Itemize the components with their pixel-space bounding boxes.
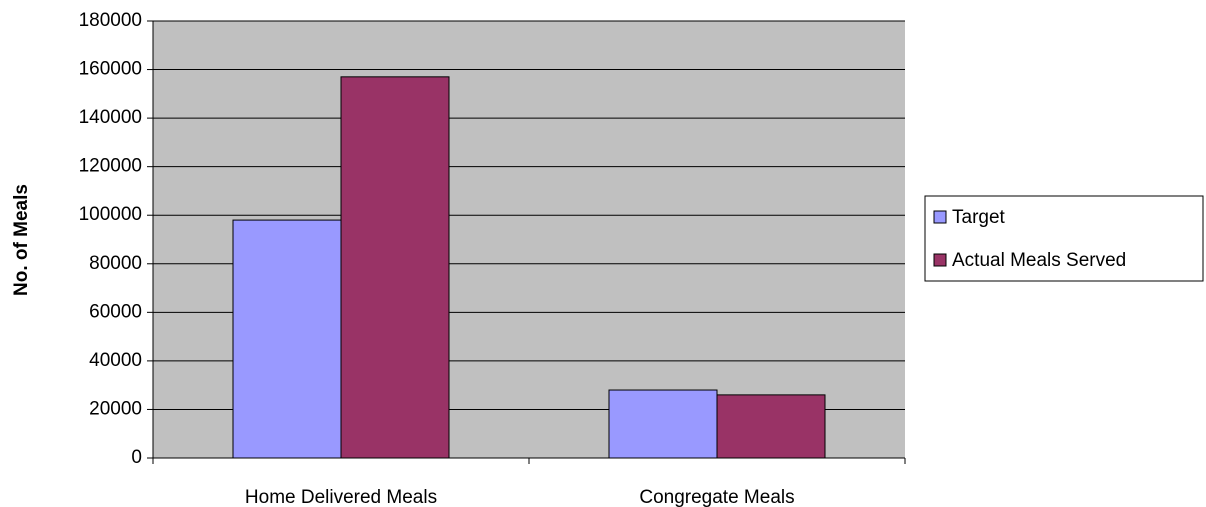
bar: [340, 76, 450, 459]
y-tick-label: 180000: [79, 10, 142, 31]
legend-box: [924, 195, 1204, 282]
legend: Target Actual Meals Served: [924, 195, 1204, 282]
y-tick-label: 40000: [89, 350, 142, 371]
y-tick-label: 140000: [79, 107, 142, 128]
legend-label: Target: [952, 207, 1006, 228]
y-tick-label: 120000: [79, 156, 142, 177]
x-tick-label: Congregate Meals: [639, 487, 794, 507]
bar: [608, 389, 718, 459]
y-tick-label: 160000: [79, 59, 142, 80]
y-tick-label: 0: [131, 447, 142, 468]
legend-swatch: [933, 253, 947, 267]
x-tick-label: Home Delivered Meals: [245, 487, 437, 507]
legend-label: Actual Meals Served: [952, 250, 1126, 271]
y-tick-label: 80000: [89, 253, 142, 274]
bar: [716, 394, 826, 459]
legend-swatch: [933, 210, 947, 224]
y-tick-label: 100000: [79, 204, 142, 225]
y-axis-label: No. of Meals: [11, 184, 32, 296]
y-tick-label: 20000: [89, 398, 142, 419]
bar: [232, 219, 342, 459]
y-tick-label: 60000: [89, 301, 142, 322]
